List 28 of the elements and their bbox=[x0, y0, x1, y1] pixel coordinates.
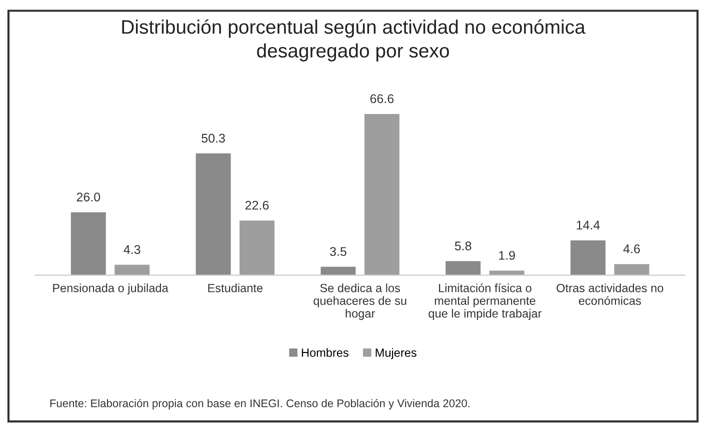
legend-label: Mujeres bbox=[376, 348, 416, 360]
data-label: 66.6 bbox=[370, 94, 394, 104]
bar bbox=[446, 261, 481, 276]
bar bbox=[614, 264, 650, 276]
data-label: 4.3 bbox=[124, 245, 140, 254]
chart-title: Distribución porcentual según actividad no económica desagregado por sexo bbox=[122, 19, 586, 62]
bar bbox=[364, 114, 400, 276]
data-label: 5.8 bbox=[454, 242, 472, 250]
data-label: 4.6 bbox=[623, 244, 640, 254]
source-note: Fuente: Elaboración propia con base en INEGI. Censo de Población y Vivienda 2020. bbox=[50, 398, 470, 410]
bar bbox=[114, 264, 150, 276]
legend-label: Hombres bbox=[302, 348, 348, 357]
data-label: 22.6 bbox=[245, 200, 269, 210]
x-tick-label: Estudiante bbox=[208, 284, 263, 292]
x-tick-label: Limitación física o mental permanente que le impide trabajar bbox=[428, 283, 542, 320]
data-label: 26.0 bbox=[76, 192, 100, 202]
bar bbox=[570, 240, 606, 276]
x-tick-label: Pensionada o jubilada bbox=[53, 284, 168, 295]
bar bbox=[240, 220, 274, 276]
data-label: 3.5 bbox=[330, 247, 346, 256]
data-label: 50.3 bbox=[202, 134, 225, 143]
x-tick-label: Otras actividades no económicas bbox=[556, 284, 664, 305]
data-label: 14.4 bbox=[576, 220, 600, 230]
data-label: 1.9 bbox=[499, 250, 515, 260]
x-tick-label: Se dedica a los quehaceres de su hogar bbox=[314, 284, 406, 320]
bar bbox=[320, 266, 356, 276]
bar bbox=[196, 153, 231, 276]
bar bbox=[70, 212, 106, 276]
